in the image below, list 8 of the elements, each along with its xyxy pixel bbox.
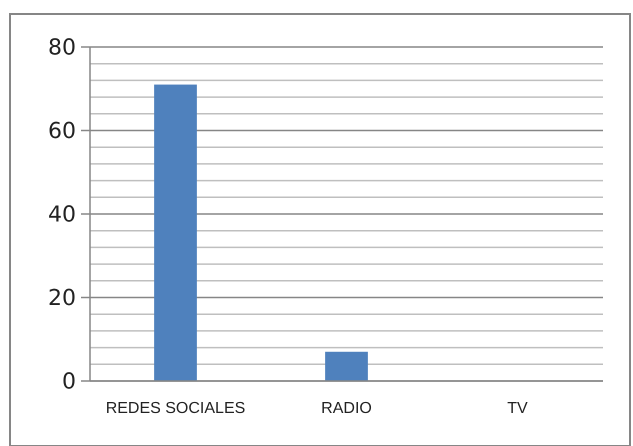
x-tick-label: TV — [507, 400, 528, 417]
y-tick-label: 80 — [48, 36, 76, 61]
y-tick-label: 0 — [62, 370, 76, 395]
x-tick-label: REDES SOCIALES — [106, 400, 246, 417]
y-tick-label: 40 — [48, 202, 76, 228]
x-tick-label: RADIO — [321, 400, 372, 417]
y-tick-label: 60 — [48, 119, 76, 144]
y-tick-label: 20 — [48, 286, 76, 312]
